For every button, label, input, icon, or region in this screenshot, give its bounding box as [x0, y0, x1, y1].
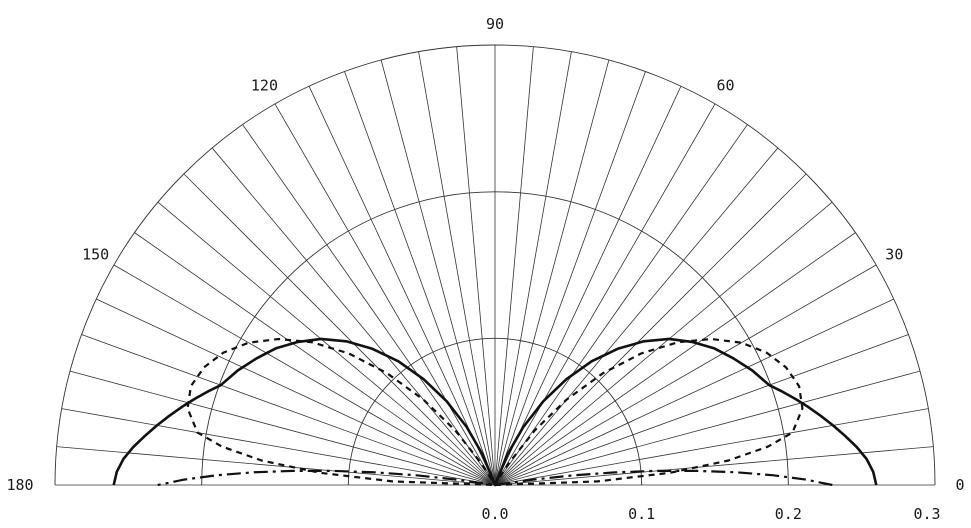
series-line-dashed [186, 337, 804, 487]
radial-gridline [183, 173, 496, 486]
angle-tick-label: 120 [251, 77, 278, 95]
radius-tick-label: 0.0 [481, 505, 508, 523]
radial-gridline [134, 232, 496, 486]
series-layer [112, 337, 878, 487]
radial-gridline [494, 71, 646, 486]
radial-gridline [344, 71, 496, 486]
radial-gridline [494, 232, 856, 486]
radial-gridline [494, 408, 929, 486]
radial-gridline [96, 298, 496, 486]
radial-gridline [494, 59, 610, 486]
angle-tick-label: 0 [955, 476, 964, 494]
radial-gridline [494, 124, 748, 486]
radius-tick-label: 0.3 [913, 505, 940, 523]
radial-gridline [418, 51, 496, 486]
radial-gridline [81, 334, 496, 486]
radial-gridline [157, 201, 496, 486]
radial-gridline [494, 173, 807, 486]
angle-tick-label: 180 [6, 476, 33, 494]
radius-tick-label: 0.2 [775, 505, 802, 523]
radial-gridline [308, 86, 496, 486]
radial-gridline [56, 446, 496, 486]
radial-gridline [211, 147, 496, 486]
radius-gridline [347, 337, 643, 486]
radial-gridline [494, 446, 934, 486]
angle-tick-label: 150 [82, 245, 109, 263]
radial-gridline [494, 298, 894, 486]
radial-gridline [69, 370, 496, 486]
radial-gridline [242, 124, 496, 486]
radial-gridline [494, 86, 682, 486]
angle-tick-label: 30 [885, 245, 903, 263]
polar-grid [54, 44, 936, 486]
radial-gridline [494, 370, 921, 486]
radial-gridline [494, 103, 716, 486]
radial-gridline [494, 147, 779, 486]
radial-gridline [494, 264, 877, 486]
radial-gridline [494, 46, 534, 486]
radius-gridline [54, 44, 936, 486]
angle-tick-label: 90 [486, 15, 504, 33]
radial-gridline [61, 408, 496, 486]
radial-gridline [456, 46, 496, 486]
radius-tick-label: 0.1 [628, 505, 655, 523]
radial-gridline [380, 59, 496, 486]
radial-gridline [113, 264, 496, 486]
radial-gridline [494, 334, 909, 486]
radial-gridline [494, 51, 572, 486]
angle-tick-label: 60 [717, 77, 735, 95]
tick-labels: 0 30 60 90 120 150 180 0.0 0.1 0.2 0.3 [6, 15, 964, 523]
radial-gridline [494, 201, 833, 486]
radial-gridline [274, 103, 496, 486]
